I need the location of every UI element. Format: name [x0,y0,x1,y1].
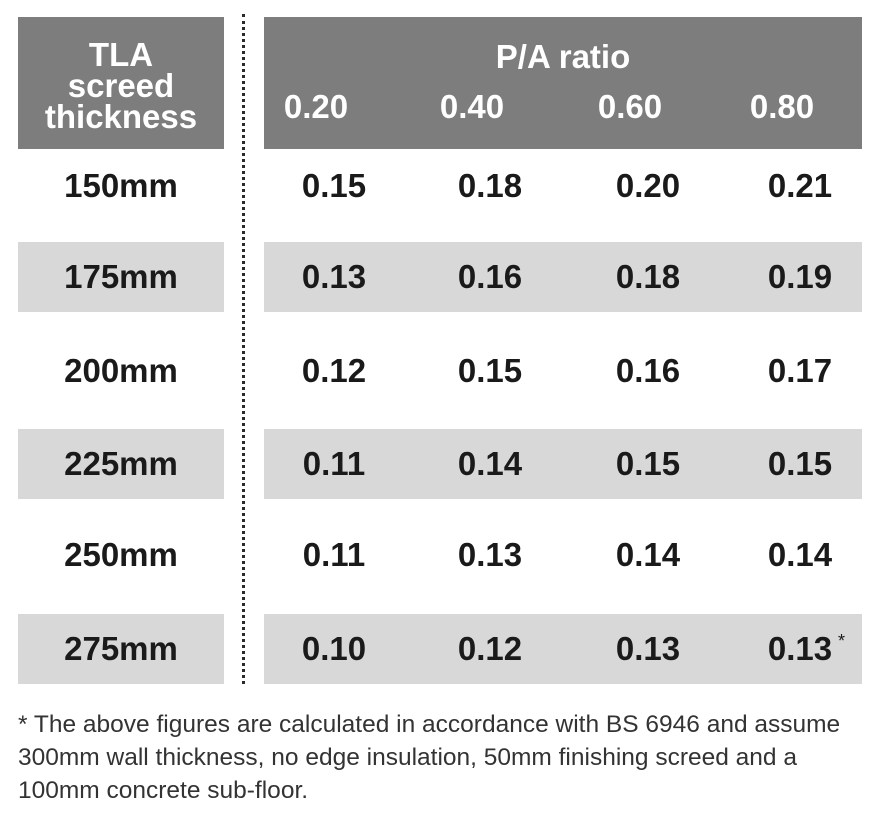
table-cell: 0.12 [457,630,523,667]
column-header: 0.40 [439,88,505,125]
table-cell: 0.19 [767,258,833,295]
row-shading [264,242,862,312]
table-cell: 0.14 [457,445,523,482]
row-shading [264,429,862,499]
table-cell: 0.17 [767,352,833,389]
footnote: * The above figures are calculated in ac… [18,711,841,804]
header-left-line: screed [67,66,175,104]
table-row: 200mm 0.12 0.15 0.16 0.17 [18,336,862,406]
pa-ratio-title: P/A ratio [495,38,631,75]
table-cell: 0.20 [615,167,681,204]
table-cell: 0.21 [767,167,833,204]
column-header: 0.60 [597,88,663,125]
table-row: 150mm 0.15 0.18 0.20 0.21 [18,151,862,221]
table-cell: 0.13 [457,536,523,573]
row-shading [18,429,224,499]
dotted-divider [242,14,245,684]
footnote-marker: * [838,631,846,651]
header-pa-ratio: P/A ratio 0.20 0.40 0.60 0.80 [264,17,862,149]
table-cell: 0.14 [767,536,833,573]
row-label: 150mm [64,167,178,204]
table-cell: 0.14 [615,536,681,573]
table-cell: 0.13 [615,630,681,667]
table-cell: 0.15 [767,445,833,482]
row-label: 200mm [64,352,178,389]
table-cell: 0.18 [615,258,681,295]
table-cell: 0.11 [302,536,366,573]
row-shading [264,614,862,684]
row-shading [18,614,224,684]
table-cell: 0.16 [615,352,681,389]
table-cell: 0.10 [301,630,367,667]
row-shading [18,242,224,312]
table-row: 250mm 0.11 0.13 0.14 0.14 [18,520,862,590]
table-cell: 0.13 [301,258,367,295]
table-row: 225mm 0.11 0.14 0.15 0.15 [18,429,862,499]
table-cell: 0.15 [301,167,367,204]
table-row: 275mm 0.10 0.12 0.13 0.13 * [18,614,862,684]
header-left-line: thickness [44,97,198,135]
row-label: 225mm [64,445,178,482]
table-cell: 0.11 [302,445,366,482]
row-label: 175mm [64,258,178,295]
header-screed-thickness: TLA screed thickness [18,17,224,149]
table-cell: 0.15 [457,352,523,389]
table-row: 175mm 0.13 0.16 0.18 0.19 [18,242,862,312]
table-cell: 0.15 [615,445,681,482]
header-left-line: TLA [88,35,154,73]
table-cell: 0.16 [457,258,523,295]
table-cell: 0.18 [457,167,523,204]
column-header: 0.20 [283,88,349,125]
row-label: 250mm [64,536,178,573]
table-cell: 0.13 [767,630,833,667]
column-header: 0.80 [749,88,815,125]
table-cell: 0.12 [301,352,367,389]
row-label: 275mm [64,630,178,667]
